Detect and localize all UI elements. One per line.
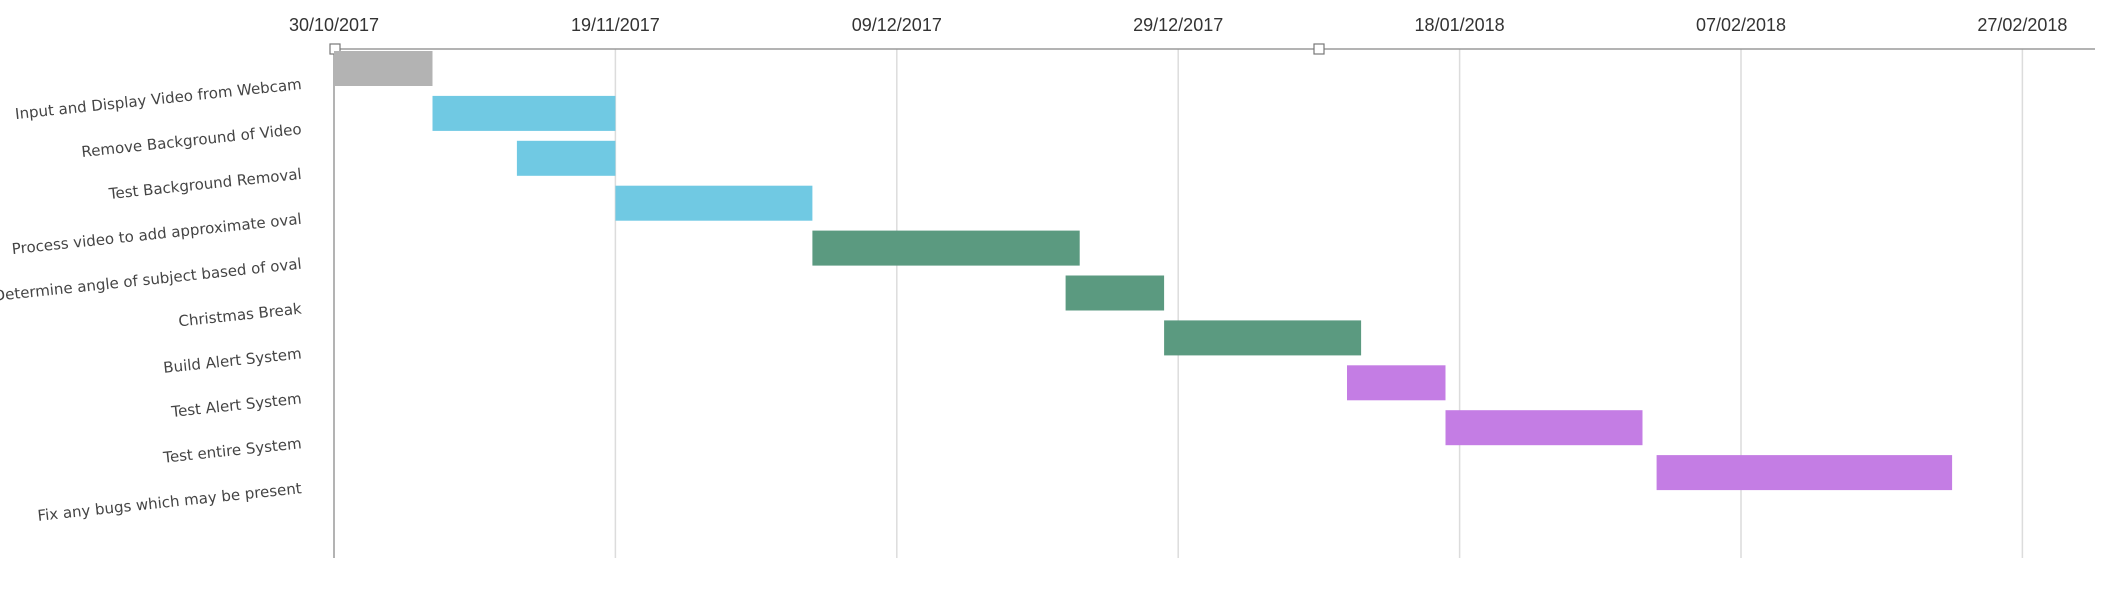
task-label: Input and Display Video from Webcam [14,75,302,123]
x-tick-label: 07/02/2018 [1696,15,1786,35]
task-label: Process video to add approximate oval [11,210,302,258]
x-tick-label: 19/11/2017 [571,15,660,35]
x-tick-label: 27/02/2018 [1977,15,2067,35]
task-label: Determine angle of subject based of oval [0,255,302,305]
task-label: Build Alert System [162,344,302,376]
task-bar[interactable] [1656,455,1953,491]
task-label: Test Background Removal [107,165,302,203]
grid-lines [614,49,2024,558]
task-bar[interactable] [1164,320,1362,356]
task-bar[interactable] [1445,410,1643,446]
x-tick-label: 09/12/2017 [852,15,942,35]
task-label: Fix any bugs which may be present [37,479,303,525]
task-label: Christmas Break [178,300,303,331]
x-tick-label: 18/01/2018 [1415,15,1505,35]
task-label: Test entire System [161,434,302,467]
task-bar[interactable] [615,185,813,221]
task-labels: Input and Display Video from WebcamRemov… [0,75,303,525]
x-tick-labels: 30/10/2017 19/11/2017 09/12/2017 29/12/2017… [289,15,2067,35]
task-bars [334,51,1953,491]
task-label: Test Alert System [170,389,303,421]
task-bar[interactable] [334,51,433,86]
x-tick-label: 30/10/2017 [289,15,379,35]
task-bar[interactable] [516,140,616,176]
task-bar[interactable] [812,230,1080,266]
range-handle-right[interactable] [1313,43,1325,55]
x-tick-label: 29/12/2017 [1133,15,1223,35]
task-bar[interactable] [1065,275,1165,311]
task-bar[interactable] [432,95,616,131]
task-bar[interactable] [1347,365,1446,401]
task-label: Remove Background of Video [81,120,303,161]
